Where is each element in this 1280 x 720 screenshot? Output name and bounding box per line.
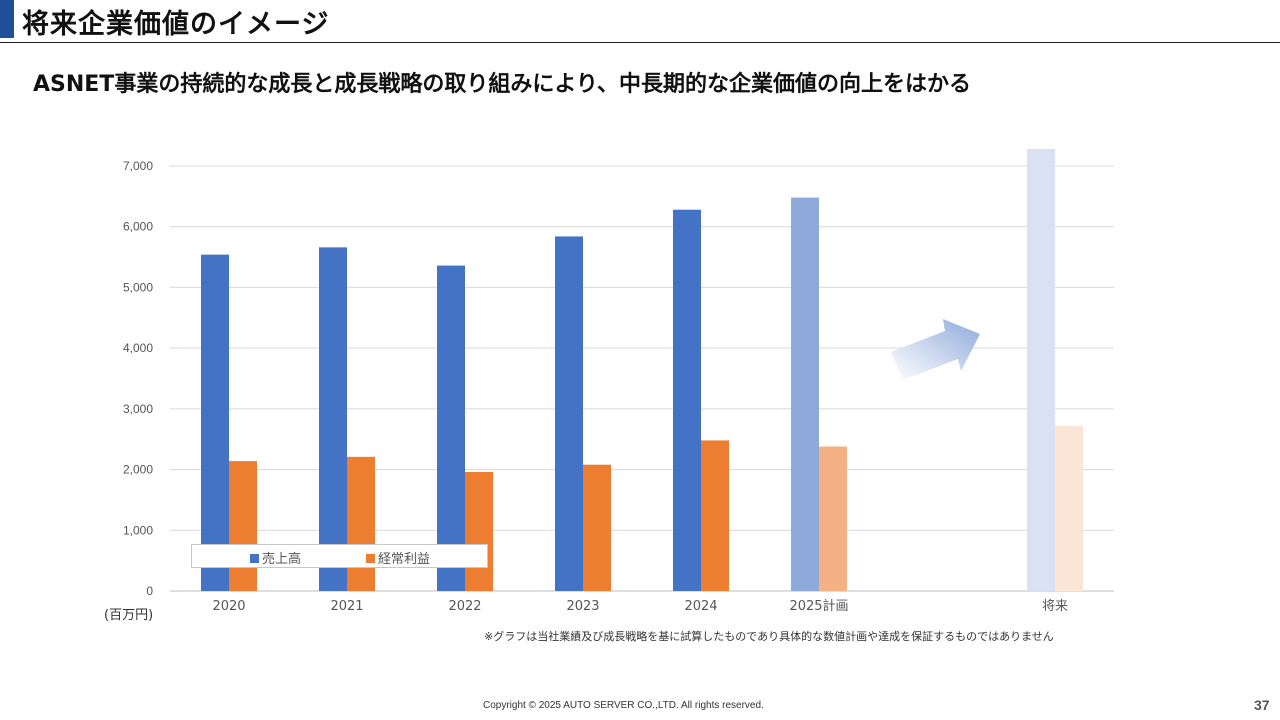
- y-tick-label: 0: [146, 584, 153, 598]
- legend-swatch-profit: [366, 554, 375, 563]
- bar-sales: [201, 254, 229, 591]
- x-category-label: 将来: [1042, 599, 1068, 614]
- axis-labels: 0 1,000 2,000 3,000 4,000 5,000 6,000 7,000 2020…: [123, 159, 1068, 614]
- y-tick-label: 7,000: [123, 159, 153, 173]
- x-category-label: 2020: [212, 599, 245, 614]
- chart-legend: 売上高 経常利益: [191, 544, 488, 568]
- bar-profit: [583, 464, 611, 591]
- bar-profit: [347, 456, 375, 591]
- y-tick-label: 4,000: [123, 341, 153, 355]
- legend-label-profit: 経常利益: [378, 552, 431, 567]
- legend-swatch-sales: [250, 554, 259, 563]
- page-number: 37: [1254, 697, 1270, 713]
- bar-sales: [791, 197, 819, 592]
- y-tick-label: 6,000: [123, 220, 153, 234]
- bar-sales: [319, 247, 347, 591]
- bars: [201, 149, 1083, 592]
- y-tick-label: 5,000: [123, 280, 153, 294]
- bar-sales: [673, 209, 701, 591]
- bar-profit: [701, 440, 729, 591]
- y-tick-label: 3,000: [123, 402, 153, 416]
- bar-sales: [1027, 149, 1055, 591]
- legend-item-profit: 経常利益: [366, 548, 430, 567]
- bar-profit: [229, 461, 257, 591]
- title-accent-bar: [0, 0, 14, 38]
- bar-sales: [437, 265, 465, 591]
- x-category-label: 2024: [684, 599, 717, 614]
- bar-sales: [555, 236, 583, 591]
- growth-arrow: [891, 319, 980, 380]
- copyright-text: Copyright © 2025 AUTO SERVER CO.,LTD. Al…: [483, 700, 764, 711]
- y-axis-unit-label: (百万円): [104, 608, 154, 623]
- y-tick-label: 1,000: [123, 523, 153, 537]
- bar-profit: [1055, 425, 1083, 591]
- legend-item-sales: 売上高: [250, 548, 301, 567]
- bar-profit: [819, 446, 847, 591]
- x-category-label: 2023: [566, 599, 599, 614]
- chart-footnote: ※グラフは当社業績及び成長戦略を基に試算したものであり具体的な数値計画や達成を保…: [484, 630, 1054, 643]
- bar-profit: [465, 472, 493, 591]
- title-bar: 将来企業価値のイメージ: [0, 0, 1280, 43]
- x-category-label: 2021: [330, 599, 363, 614]
- page-title: 将来企業価値のイメージ: [22, 9, 330, 40]
- x-category-label: 2025計画: [789, 598, 848, 614]
- y-tick-label: 2,000: [123, 463, 153, 477]
- x-category-label: 2022: [448, 599, 481, 614]
- gridlines: [170, 165, 1114, 592]
- legend-label-sales: 売上高: [262, 552, 302, 567]
- slide-subtitle: ASNET事業の持続的な成長と成長戦略の取り組みにより、中長期的な企業価値の向上…: [33, 72, 972, 97]
